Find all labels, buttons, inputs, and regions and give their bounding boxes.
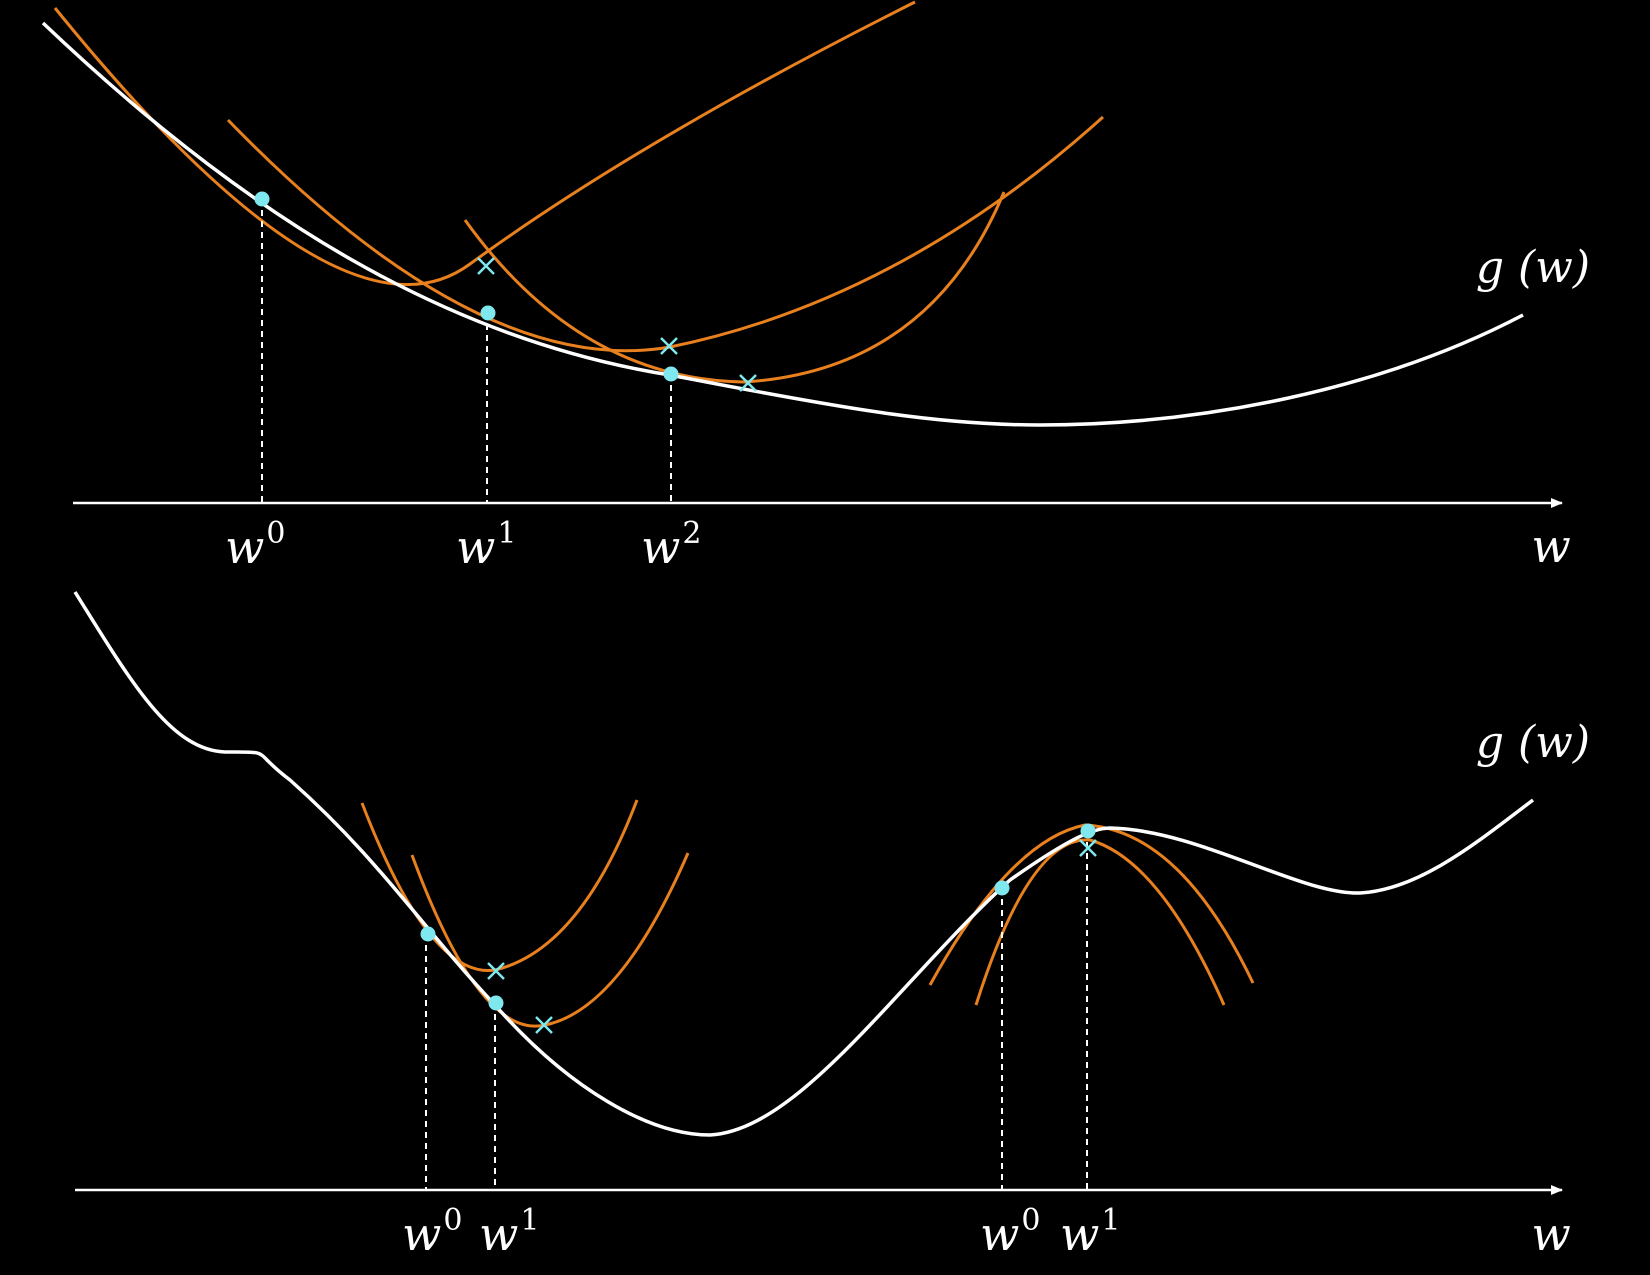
- bottom-iterate-point-w1-left: [488, 995, 504, 1011]
- bottom-iterate-label-w0-right: w0: [980, 1203, 1040, 1261]
- bottom-iterate-label-w1-left: w1: [479, 1203, 539, 1261]
- top-quadratic-approx-2: [226, 115, 1105, 353]
- top-quadratic-minimum-marker-2: [660, 337, 678, 355]
- top-axis-label: w: [1531, 519, 1570, 573]
- bottom-quadratic-maximum-marker: [1079, 839, 1097, 857]
- top-quadratic-minimum-marker-1: [477, 257, 495, 275]
- top-iterate-label-w1: w1: [456, 516, 516, 574]
- bottom-iterate-label-w1-right: w1: [1060, 1203, 1120, 1261]
- top-quadratic-approx-1: [53, 0, 916, 287]
- bottom-iterate-label-w0-left: w0: [402, 1203, 462, 1261]
- bottom-quadratic-minimum-marker-1: [487, 962, 505, 980]
- top-function-curve-g: [41, 21, 1524, 427]
- bottom-quadratic-approx-4: [974, 838, 1226, 1006]
- top-function-label: g (w): [1476, 242, 1590, 293]
- top-iterate-label-w0: w0: [225, 516, 285, 574]
- bottom-quadratic-approx-1: [360, 799, 639, 973]
- bottom-iterate-point-w0-right: [994, 880, 1010, 896]
- top-quadratic-approx-3: [463, 191, 1006, 384]
- bottom-axis-label: w: [1531, 1207, 1570, 1261]
- bottom-iterate-point-w0-left: [420, 926, 436, 942]
- bottom-iterate-point-w1-right: [1080, 823, 1096, 839]
- bottom-function-label: g (w): [1476, 717, 1590, 768]
- bottom-quadratic-minimum-marker-2: [535, 1016, 553, 1034]
- top-iterate-point-w0: [254, 191, 270, 207]
- top-iterate-point-w2: [663, 366, 679, 382]
- bottom-function-curve-g: [73, 591, 1535, 1137]
- bottom-panel: g (w) w w0 w1 w0 w1: [73, 591, 1590, 1261]
- top-panel: g (w) w w0 w1 w2: [41, 0, 1590, 574]
- top-iterate-point-w1: [480, 305, 496, 321]
- top-iterate-label-w2: w2: [641, 516, 701, 574]
- top-quadratic-minimum-marker-3: [739, 374, 757, 392]
